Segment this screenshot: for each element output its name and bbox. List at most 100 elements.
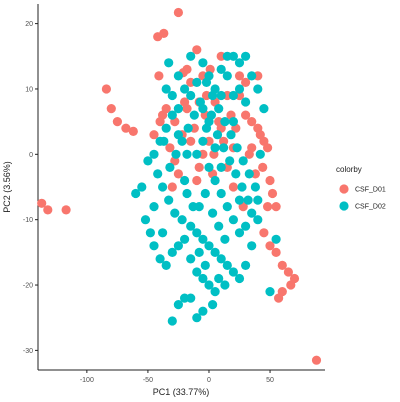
data-point-csf-d01 <box>149 130 159 140</box>
data-point-csf-d02 <box>173 71 183 81</box>
data-point-csf-d02 <box>247 208 257 218</box>
data-point-csf-d02 <box>186 51 196 61</box>
data-point-csf-d02 <box>173 300 183 310</box>
x-axis-title: PC1 (33.77%) <box>153 387 210 397</box>
data-point-csf-d02 <box>204 241 214 251</box>
data-point-csf-d01 <box>241 110 251 120</box>
data-point-csf-d02 <box>214 221 224 231</box>
data-point-csf-d02 <box>210 175 220 186</box>
data-point-csf-d02 <box>192 313 202 323</box>
data-point-csf-d01 <box>263 143 273 153</box>
y-tick-label: 10 <box>25 86 33 93</box>
data-point-csf-d01 <box>101 84 111 94</box>
data-point-csf-d01 <box>173 169 183 179</box>
data-point-csf-d02 <box>247 241 257 251</box>
data-point-csf-d01 <box>173 7 183 18</box>
data-point-csf-d02 <box>265 287 275 297</box>
data-point-csf-d02 <box>220 280 230 290</box>
data-point-csf-d02 <box>214 273 224 284</box>
data-point-csf-d01 <box>286 280 296 290</box>
data-point-csf-d02 <box>226 130 236 140</box>
data-point-csf-d02 <box>182 188 192 199</box>
data-point-csf-d02 <box>231 169 241 179</box>
data-point-csf-d02 <box>194 247 204 257</box>
data-point-csf-d02 <box>222 202 232 212</box>
data-point-csf-d01 <box>186 136 196 146</box>
data-point-csf-d02 <box>137 182 147 192</box>
data-point-csf-d02 <box>192 149 202 159</box>
data-point-csf-d02 <box>145 228 155 238</box>
data-point-csf-d02 <box>210 143 220 153</box>
data-point-csf-d02 <box>216 188 226 199</box>
y-tick-label: -20 <box>23 283 33 290</box>
data-point-csf-d02 <box>228 90 238 101</box>
data-point-csf-d02 <box>232 143 242 153</box>
data-point-csf-d02 <box>186 221 196 231</box>
data-point-csf-d02 <box>210 287 220 297</box>
data-point-csf-d02 <box>220 117 230 127</box>
data-point-csf-d01 <box>192 175 202 186</box>
data-point-csf-d02 <box>198 273 208 284</box>
data-point-csf-d02 <box>201 77 212 87</box>
data-points <box>37 7 322 365</box>
data-point-csf-d01 <box>263 202 273 212</box>
data-point-csf-d02 <box>188 202 198 212</box>
data-point-csf-d02 <box>228 267 238 277</box>
data-point-csf-d02 <box>222 260 232 270</box>
data-point-csf-d02 <box>253 215 263 225</box>
data-point-csf-d02 <box>140 215 151 225</box>
data-point-csf-d02 <box>216 90 226 101</box>
data-point-csf-d01 <box>165 143 175 153</box>
y-axis-ticks: -30 -20 -10 0 10 20 <box>23 21 38 355</box>
data-point-csf-d02 <box>219 143 229 153</box>
data-point-csf-d02 <box>192 228 202 238</box>
data-point-csf-d02 <box>234 273 245 284</box>
data-point-csf-d02 <box>241 51 251 61</box>
y-tick-label: 0 <box>29 152 33 159</box>
data-point-csf-d02 <box>271 234 281 244</box>
data-point-csf-d02 <box>255 149 265 159</box>
data-point-csf-d02 <box>173 104 183 114</box>
data-point-csf-d02 <box>158 182 168 192</box>
data-point-csf-d01 <box>274 293 284 303</box>
data-point-csf-d02 <box>212 130 223 140</box>
data-point-csf-d02 <box>222 71 232 81</box>
data-point-csf-d02 <box>214 104 224 114</box>
data-point-csf-d02 <box>180 84 190 94</box>
y-tick-label: 20 <box>25 21 33 28</box>
data-point-csf-d01 <box>283 267 293 277</box>
data-point-csf-d02 <box>173 130 183 140</box>
legend-label: CSF_D01 <box>355 187 386 194</box>
data-point-csf-d02 <box>234 58 245 68</box>
data-point-csf-d02 <box>216 64 226 74</box>
data-point-csf-d01 <box>154 71 164 81</box>
data-point-csf-d02 <box>143 156 153 166</box>
legend-key-csf-d02 <box>339 201 349 211</box>
data-point-csf-d01 <box>37 198 47 208</box>
data-point-csf-d02 <box>167 316 177 326</box>
data-point-csf-d02 <box>182 149 192 159</box>
data-point-csf-d01 <box>192 45 202 55</box>
data-point-csf-d02 <box>180 234 190 244</box>
data-point-csf-d01 <box>265 241 275 251</box>
data-point-csf-d02 <box>161 84 171 94</box>
data-point-csf-d02 <box>243 195 253 205</box>
data-point-csf-d02 <box>241 97 251 107</box>
data-point-csf-d02 <box>228 51 238 61</box>
legend-key-csf-d01 <box>339 184 349 194</box>
data-point-csf-d02 <box>198 58 208 68</box>
data-point-csf-d02 <box>164 195 174 205</box>
data-point-csf-d02 <box>155 254 165 264</box>
data-point-csf-d02 <box>204 117 214 127</box>
data-point-csf-d02 <box>247 71 257 81</box>
x-tick-label: -50 <box>143 377 153 384</box>
data-point-csf-d01 <box>194 162 204 172</box>
data-point-csf-d02 <box>208 90 218 101</box>
data-point-csf-d02 <box>186 254 196 264</box>
data-point-csf-d02 <box>204 162 214 172</box>
data-point-csf-d01 <box>228 182 238 192</box>
data-point-csf-d01 <box>247 117 257 127</box>
data-point-csf-d02 <box>216 254 226 264</box>
data-point-csf-d02 <box>228 117 238 127</box>
